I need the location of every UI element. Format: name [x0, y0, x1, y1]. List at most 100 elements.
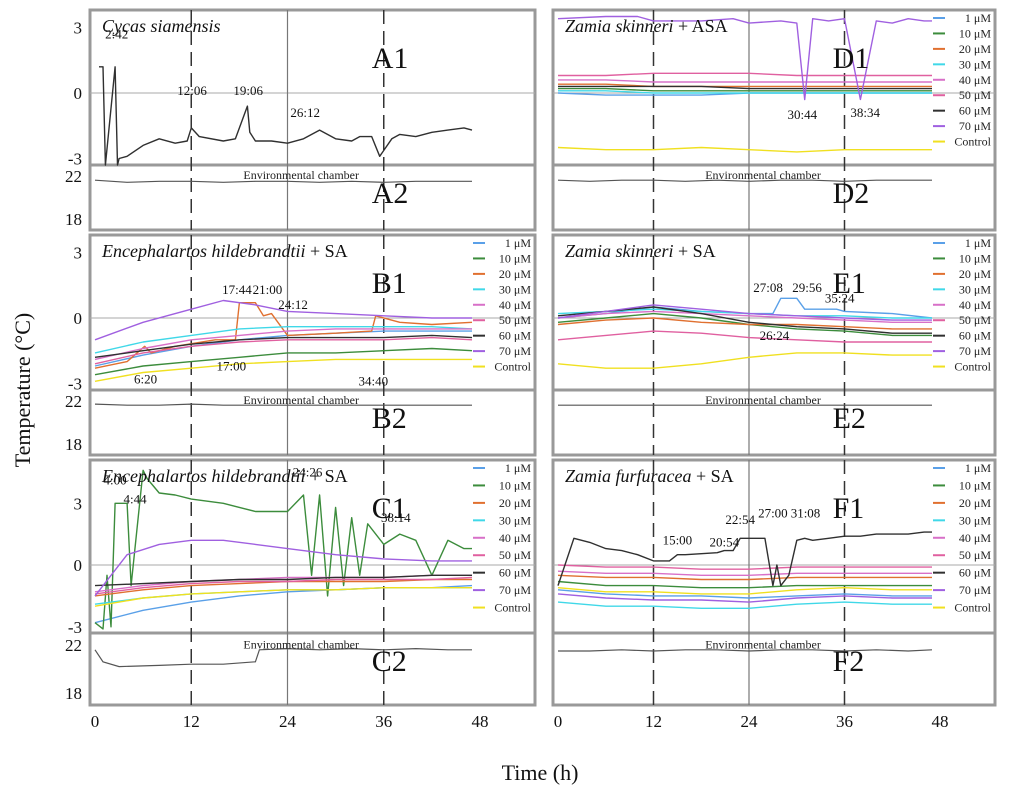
y-axis-label: Temperature (°C) — [10, 313, 35, 467]
panel-label-bottom: B2 — [372, 402, 407, 435]
environmental-chamber-label: Environmental chamber — [705, 638, 821, 652]
y-tick-label: 22 — [65, 392, 82, 411]
panel-label-top: F1 — [833, 492, 865, 525]
panel-label-top: D1 — [833, 42, 870, 75]
panel-label-top: C1 — [372, 492, 407, 525]
environmental-chamber-label: Environmental chamber — [705, 393, 821, 407]
y-tick-label: 0 — [74, 556, 83, 575]
y-tick-label: 18 — [65, 684, 82, 703]
series-line-9 — [557, 352, 932, 369]
environmental-chamber-label: Environmental chamber — [243, 638, 359, 652]
series-line-2 — [558, 87, 932, 92]
x-tick-label: 24 — [279, 712, 297, 731]
series-line-8 — [94, 539, 472, 597]
panel-e2-frame — [551, 388, 997, 457]
legend-entry: 50 μM — [959, 313, 991, 327]
series-line-3 — [558, 83, 932, 88]
x-tick-label: 0 — [554, 712, 563, 731]
series-line-7 — [94, 574, 472, 587]
series-line-2 — [94, 469, 472, 630]
panel-label-bottom: E2 — [833, 402, 866, 435]
annotation-label: 20:54 — [710, 535, 740, 550]
environmental-chamber-line — [94, 403, 472, 406]
series-line-9 — [557, 587, 932, 595]
panel-b: Environmental chamber Encephalartos hilde… — [65, 233, 537, 457]
legend-entry: Control — [494, 601, 531, 615]
series-line-3 — [557, 574, 932, 581]
panel-d2-frame — [551, 163, 997, 232]
y-tick-label: 18 — [65, 210, 82, 229]
legend-entry: Control — [954, 360, 991, 374]
legend-entry: 60 μM — [499, 566, 531, 580]
panel-a: Environmental chamber Cycas siamensis A1 A2… — [65, 8, 537, 232]
legend-entry: 1 μM — [965, 236, 991, 250]
annotation-label: 6:20 — [134, 371, 157, 386]
annotation-label: 31:08 — [791, 506, 821, 521]
series-line-6 — [94, 336, 473, 365]
legend-entry: 40 μM — [959, 73, 991, 87]
annotation-label: 24:26 — [293, 464, 323, 479]
legend-entry: 30 μM — [959, 282, 991, 296]
y-tick-label: 3 — [74, 18, 83, 37]
legend-entry: 60 μM — [499, 329, 531, 343]
legend-entry: 20 μM — [499, 267, 531, 281]
legend-entry: 30 μM — [959, 57, 991, 71]
series-line-1 — [557, 589, 932, 599]
legend-entry: 1 μM — [505, 461, 531, 475]
series-line-3 — [557, 317, 932, 330]
series-line-5 — [94, 328, 472, 361]
environmental-chamber-label: Environmental chamber — [243, 393, 359, 407]
panel-label-bottom: D2 — [833, 177, 870, 210]
legend-entry: 50 μM — [959, 548, 991, 562]
series-line-7 — [94, 334, 473, 358]
series-line-5 — [558, 79, 932, 83]
legend-entry: 60 μM — [959, 104, 991, 118]
annotation-label: 29:56 — [792, 280, 822, 295]
y-tick-label: 0 — [74, 84, 83, 103]
panel-title: Zamia skinneri + SA — [565, 241, 716, 261]
legend-entry: 50 μM — [959, 88, 991, 102]
x-axis-label: Time (h) — [502, 760, 579, 785]
y-tick-label: 18 — [65, 435, 82, 454]
panels-group: Environmental chamber Cycas siamensis A1 A2… — [65, 8, 997, 731]
annotation-label: 26:24 — [760, 328, 790, 343]
environmental-chamber-label: Environmental chamber — [243, 168, 359, 182]
legend-entry: 10 μM — [499, 478, 531, 492]
legend-entry: 1 μM — [505, 236, 531, 250]
legend-entry: 50 μM — [499, 313, 531, 327]
annotation-label: 4:44 — [124, 491, 148, 506]
panel-d: Environmental chamber Zamia skinneri + AS… — [551, 8, 997, 232]
annotation-label: 30:44 — [788, 107, 818, 122]
panel-c: Environmental chamber Encephalartos hilde… — [65, 458, 537, 731]
legend-entry: 50 μM — [499, 548, 531, 562]
legend-entry: Control — [954, 135, 991, 149]
series-line-6 — [94, 576, 473, 595]
legend-entry: 10 μM — [959, 251, 991, 265]
y-tick-label: 22 — [65, 167, 82, 186]
x-tick-label: 36 — [375, 712, 392, 731]
legend-entry: 10 μM — [959, 26, 991, 40]
panel-label-top: B1 — [372, 267, 407, 300]
legend-entry: 70 μM — [959, 583, 991, 597]
series-line-6 — [558, 72, 932, 77]
legend-entry: 30 μM — [499, 282, 531, 296]
legend-entry: 60 μM — [959, 566, 991, 580]
y-tick-label: -3 — [68, 374, 82, 393]
panel-f: Environmental chamber Zamia furfuracea + … — [551, 458, 997, 731]
legend-entry: 40 μM — [499, 531, 531, 545]
legend-entry: 30 μM — [499, 513, 531, 527]
environmental-chamber-line — [558, 649, 933, 652]
annotation-label: 2:42 — [105, 26, 128, 41]
annotation-label: 17:00 — [217, 358, 247, 373]
legend-entry: 20 μM — [959, 496, 991, 510]
series-line-8 — [557, 15, 932, 101]
annotation-label: 34:40 — [359, 374, 389, 389]
y-tick-label: -3 — [68, 618, 82, 637]
annotation-label: 38:34 — [850, 105, 880, 120]
environmental-chamber-line — [557, 179, 932, 182]
annotation-label: 27:00 — [758, 506, 788, 521]
panel-c2-frame — [88, 631, 537, 707]
x-tick-label: 36 — [836, 712, 853, 731]
x-tick-label: 12 — [645, 712, 662, 731]
